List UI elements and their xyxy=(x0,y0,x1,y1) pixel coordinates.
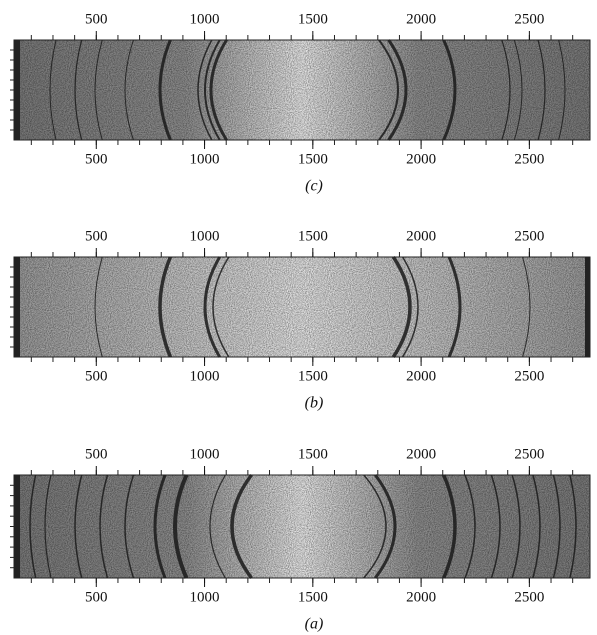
diffraction-ring xyxy=(501,39,511,141)
x-tick-label: 2000 xyxy=(406,368,436,384)
panel-caption: (a) xyxy=(305,616,324,633)
diffraction-ring xyxy=(552,474,561,579)
x-tick-label: 1500 xyxy=(298,589,328,605)
x-tick-label: 500 xyxy=(85,589,108,605)
film-grain xyxy=(14,40,590,140)
x-tick-label: 500 xyxy=(85,151,108,167)
x-tick-label: 2500 xyxy=(514,11,544,27)
x-tick-label: 1000 xyxy=(190,151,220,167)
edge-strip xyxy=(14,475,20,578)
diffraction-ring xyxy=(74,474,83,579)
x-tick-label: 2000 xyxy=(406,446,436,462)
x-tick-label: 1000 xyxy=(190,228,220,244)
film-grain xyxy=(14,475,590,578)
diffraction-ring xyxy=(212,256,230,358)
x-tick-label: 2500 xyxy=(514,368,544,384)
edge-strip xyxy=(14,40,20,140)
diffraction-ring xyxy=(391,256,412,358)
diffraction-ring xyxy=(153,474,167,579)
diffraction-ring xyxy=(378,39,399,141)
diffraction-ring xyxy=(158,256,173,358)
x-tick-label: 1000 xyxy=(190,589,220,605)
x-tick-label: 2000 xyxy=(406,589,436,605)
diffraction-ring xyxy=(94,256,103,358)
diffraction-ring xyxy=(44,474,52,579)
x-tick-label: 1500 xyxy=(298,151,328,167)
panel-caption: (b) xyxy=(305,395,324,412)
x-tick-label: 2000 xyxy=(406,228,436,244)
edge-strip xyxy=(585,257,590,357)
diffraction-ring xyxy=(401,256,419,358)
diffraction-ring xyxy=(532,474,541,579)
diffraction-ring xyxy=(74,39,83,141)
diffraction-ring xyxy=(442,474,457,579)
diffraction-ring xyxy=(447,256,462,358)
diffraction-ring xyxy=(203,256,221,358)
diffraction-ring xyxy=(124,39,134,141)
x-tick-label: 500 xyxy=(85,368,108,384)
x-tick-label: 2500 xyxy=(514,228,544,244)
diffraction-ring xyxy=(158,39,172,141)
diffraction-ring xyxy=(374,474,397,579)
diffraction-ring xyxy=(464,474,476,579)
diffraction-ring xyxy=(99,474,109,579)
diffraction-ring xyxy=(513,39,523,141)
diffraction-ring xyxy=(209,474,226,579)
x-tick-label: 2500 xyxy=(514,446,544,462)
x-tick-label: 500 xyxy=(85,11,108,27)
diffraction-ring xyxy=(522,256,531,358)
x-tick-label: 1500 xyxy=(298,368,328,384)
diffraction-ring xyxy=(558,39,566,141)
film-grain xyxy=(14,257,590,357)
diffraction-ring xyxy=(209,39,228,141)
diffraction-ring xyxy=(511,474,521,579)
diffraction-ring xyxy=(204,39,221,141)
diffraction-ring xyxy=(94,39,103,141)
x-tick-label: 2500 xyxy=(514,589,544,605)
diffraction-ring xyxy=(569,474,577,579)
x-tick-label: 1000 xyxy=(190,368,220,384)
diffraction-ring xyxy=(49,39,57,141)
diffraction-ring xyxy=(124,474,135,579)
x-tick-label: 500 xyxy=(85,228,108,244)
diffraction-ring xyxy=(230,473,253,580)
x-tick-label: 2500 xyxy=(514,151,544,167)
x-tick-label: 1500 xyxy=(298,11,328,27)
x-tick-label: 1500 xyxy=(298,228,328,244)
diffraction-ring xyxy=(442,39,457,141)
x-tick-label: 1500 xyxy=(298,446,328,462)
diffraction-ring xyxy=(363,474,387,579)
x-tick-label: 2000 xyxy=(406,11,436,27)
diffraction-ring xyxy=(387,39,408,141)
x-tick-label: 1000 xyxy=(190,446,220,462)
diffraction-ring xyxy=(490,474,501,579)
x-tick-label: 1000 xyxy=(190,11,220,27)
x-tick-label: 2000 xyxy=(406,151,436,167)
diffraction-ring xyxy=(197,39,213,141)
edge-strip xyxy=(14,257,20,357)
diffraction-ring xyxy=(537,39,546,141)
diffraction-ring xyxy=(29,474,37,579)
x-tick-label: 500 xyxy=(85,446,108,462)
diffraction-ring xyxy=(173,474,189,579)
panel-caption: (c) xyxy=(305,178,323,195)
